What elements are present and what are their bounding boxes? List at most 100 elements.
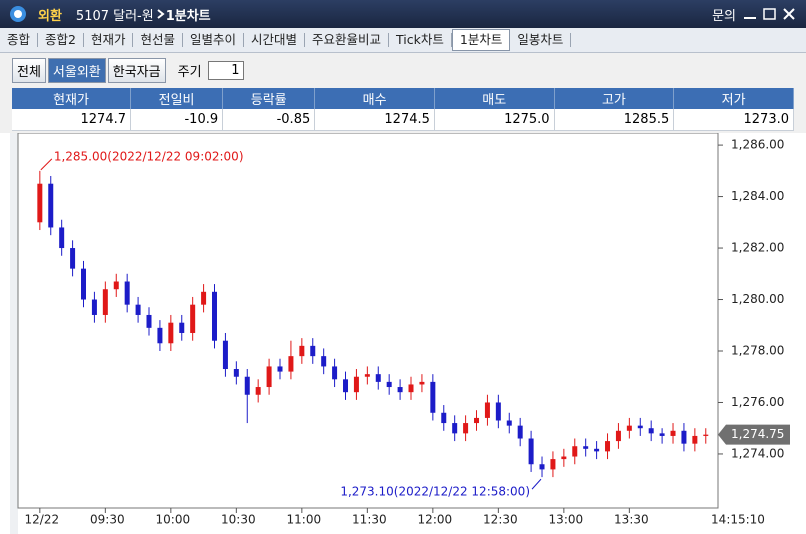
x-tick-label: 12/22 [25, 513, 60, 527]
last-time-label: 14:15:10 [711, 513, 765, 527]
tab[interactable]: 1분차트 [451, 29, 511, 51]
candle-body [703, 434, 709, 436]
separator-arrow [157, 9, 165, 19]
app-icon [10, 6, 26, 22]
column-header: 전일비 [130, 88, 224, 109]
candle-body [572, 446, 578, 457]
candle-body [48, 183, 54, 228]
x-tick-label: 13:30 [614, 513, 649, 527]
candle-body [659, 433, 665, 436]
quote-value: 1273.0 [673, 109, 794, 131]
tab[interactable]: 주요환율비교 [305, 33, 390, 47]
x-tick-label: 09:30 [90, 513, 125, 527]
candle-body [452, 423, 458, 434]
candle-body [397, 387, 403, 393]
candle-body [157, 327, 163, 344]
tab[interactable]: 시간대별 [244, 33, 306, 47]
candle-body [135, 304, 141, 315]
candle-body [299, 345, 305, 357]
tab[interactable]: 종합 [0, 33, 39, 47]
candle-body [113, 281, 119, 290]
plot-frame [17, 133, 719, 509]
x-tick-label: 11:30 [352, 513, 387, 527]
candle-body [59, 227, 65, 249]
candle-body [474, 417, 480, 424]
annotation-arrow [531, 478, 542, 490]
candle-body [288, 356, 294, 372]
max-annotation: 1,285.00(2022/12/22 09:02:00) [54, 149, 244, 163]
quote-table: 현재가 전일비 등락률 매수 매도 고가 저가 1274.7 -10.9 -0.85 1274.5 1… [12, 88, 794, 131]
screen-name: 1분차트 [165, 8, 211, 24]
tab[interactable]: 일별추이 [183, 33, 245, 47]
candle-body [539, 464, 545, 470]
column-header: 고가 [554, 88, 675, 109]
candle-body [386, 381, 392, 388]
column-header: 매도 [434, 88, 555, 109]
candle-body [364, 374, 370, 377]
candle-body [332, 366, 338, 380]
quote-value: 1274.5 [314, 109, 435, 131]
annotation-arrow [40, 158, 53, 171]
candle-body [594, 448, 600, 452]
quote-value: 1275.0 [434, 109, 555, 131]
market-button[interactable]: 한국자금 [107, 57, 166, 83]
column-header: 저가 [673, 88, 794, 109]
candle-body [190, 304, 196, 333]
tab[interactable]: Tick차트 [389, 33, 452, 47]
candle-body [408, 384, 414, 393]
period-label: 주기 [177, 64, 202, 80]
y-tick-label: 1,276.00 [731, 395, 784, 409]
tab[interactable]: 일봉차트 [510, 33, 572, 47]
candle-body [419, 381, 425, 385]
tab[interactable]: 현선물 [133, 33, 183, 47]
window-controls[interactable] [740, 4, 800, 24]
x-tick-label: 11:00 [287, 513, 322, 527]
candle-body [517, 425, 523, 439]
candle-body [561, 456, 567, 460]
candle-body [550, 459, 556, 470]
tab[interactable]: 현재가 [84, 33, 134, 47]
x-tick-label: 12:30 [483, 513, 518, 527]
code-name: 5107 달러-원 [75, 8, 154, 24]
candle-body [615, 430, 621, 442]
y-tick-label: 1,278.00 [731, 343, 784, 357]
candle-body [201, 291, 207, 305]
candle-body [179, 322, 185, 333]
help-button[interactable]: 문의 [712, 8, 736, 24]
last-price-label: 1,274.75 [731, 427, 784, 441]
candle-body [430, 381, 436, 413]
candle-body [70, 248, 76, 269]
chart-background [0, 133, 806, 534]
candle-body [168, 322, 174, 344]
menu-label[interactable]: 외환 [38, 8, 62, 24]
x-tick-label: 12:00 [418, 513, 453, 527]
candle-body [637, 425, 643, 429]
candle-body [91, 299, 97, 315]
min-annotation: 1,273.10(2022/12/22 12:58:00) [340, 485, 530, 499]
candle-body [310, 345, 316, 357]
column-header: 현재가 [12, 88, 132, 109]
left-strip [10, 133, 18, 534]
candle-body [266, 366, 272, 388]
x-tick-label: 10:00 [156, 513, 191, 527]
candle-body [670, 430, 676, 436]
candle-body [244, 376, 250, 395]
market-button[interactable]: 서울외환 [47, 57, 106, 83]
candle-body [484, 402, 490, 418]
tab-bar: 종합 종합2 현재가 현선물 일별추이 시간대별 주요환율비교 Tick차트 1분차트 일봉차트 [0, 28, 806, 53]
candle-body [233, 369, 239, 377]
last-price-tag [718, 424, 790, 445]
candle-body [277, 366, 283, 372]
y-tick-label: 1,274.00 [731, 446, 784, 460]
market-button[interactable]: 전체 [12, 57, 46, 83]
candle-body [124, 281, 130, 305]
candle-body [681, 430, 687, 444]
quote-value: 1274.7 [12, 109, 132, 131]
candle-body [37, 183, 43, 223]
period-input[interactable]: 1 [207, 60, 244, 80]
candle-body [463, 423, 469, 434]
candle-body [583, 446, 589, 449]
candle-body [212, 291, 218, 341]
tab[interactable]: 종합2 [38, 33, 84, 47]
